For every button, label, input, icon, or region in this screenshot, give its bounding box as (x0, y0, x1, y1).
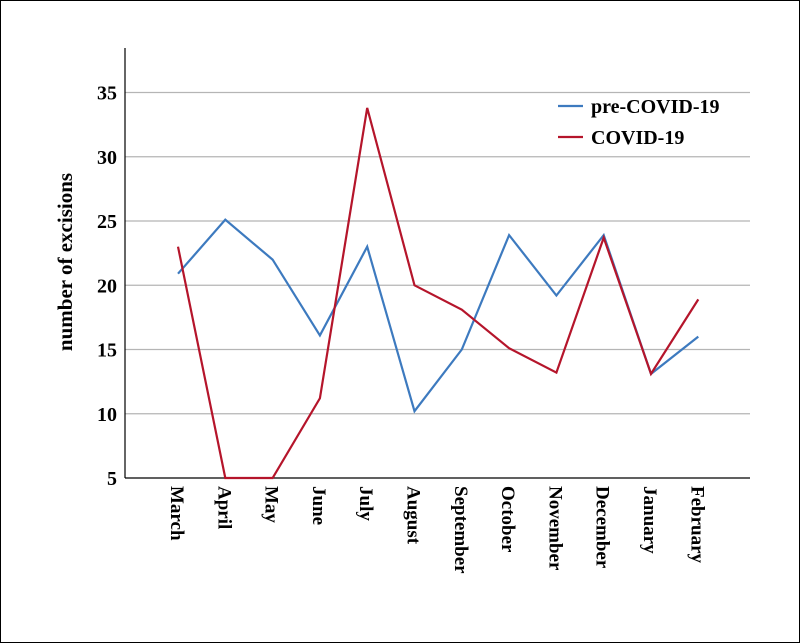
x-tick-label: September (450, 486, 471, 574)
x-tick-label: December (592, 486, 613, 569)
x-tick-label: June (308, 486, 329, 525)
x-tick-label: August (403, 486, 424, 545)
x-tick-label: November (544, 486, 565, 571)
gridlines (125, 91, 750, 415)
x-tick-labels: March April May June July August September Octo… (166, 486, 707, 574)
legend-label: COVID-19 (591, 127, 684, 149)
x-tick-label: April (213, 486, 234, 529)
series-line-pre-covid-19 (177, 218, 699, 414)
legend: pre-COVID-19 COVID-19 (558, 96, 720, 149)
x-tick-label: February (686, 486, 707, 564)
y-tick-label: 25 (97, 211, 117, 233)
x-tick-label: January (639, 486, 660, 554)
y-tick-label: 10 (97, 404, 117, 426)
y-tick-label: 35 (97, 83, 117, 105)
y-tick-labels: 5 10 15 20 25 30 35 (97, 83, 117, 491)
y-tick-label: 5 (107, 468, 117, 490)
y-tick-label: 15 (97, 340, 117, 362)
x-tick-label: March (166, 486, 187, 541)
legend-label: pre-COVID-19 (591, 96, 720, 118)
series-line-covid-19 (176, 107, 700, 480)
y-axis-label: number of excisions (53, 173, 77, 351)
series-lines (176, 107, 700, 480)
y-tick-label: 30 (97, 147, 117, 169)
x-tick-label: May (261, 486, 282, 523)
x-tick-label: July (355, 486, 376, 521)
x-tick-label: October (497, 486, 518, 553)
y-tick-label: 20 (97, 275, 117, 297)
